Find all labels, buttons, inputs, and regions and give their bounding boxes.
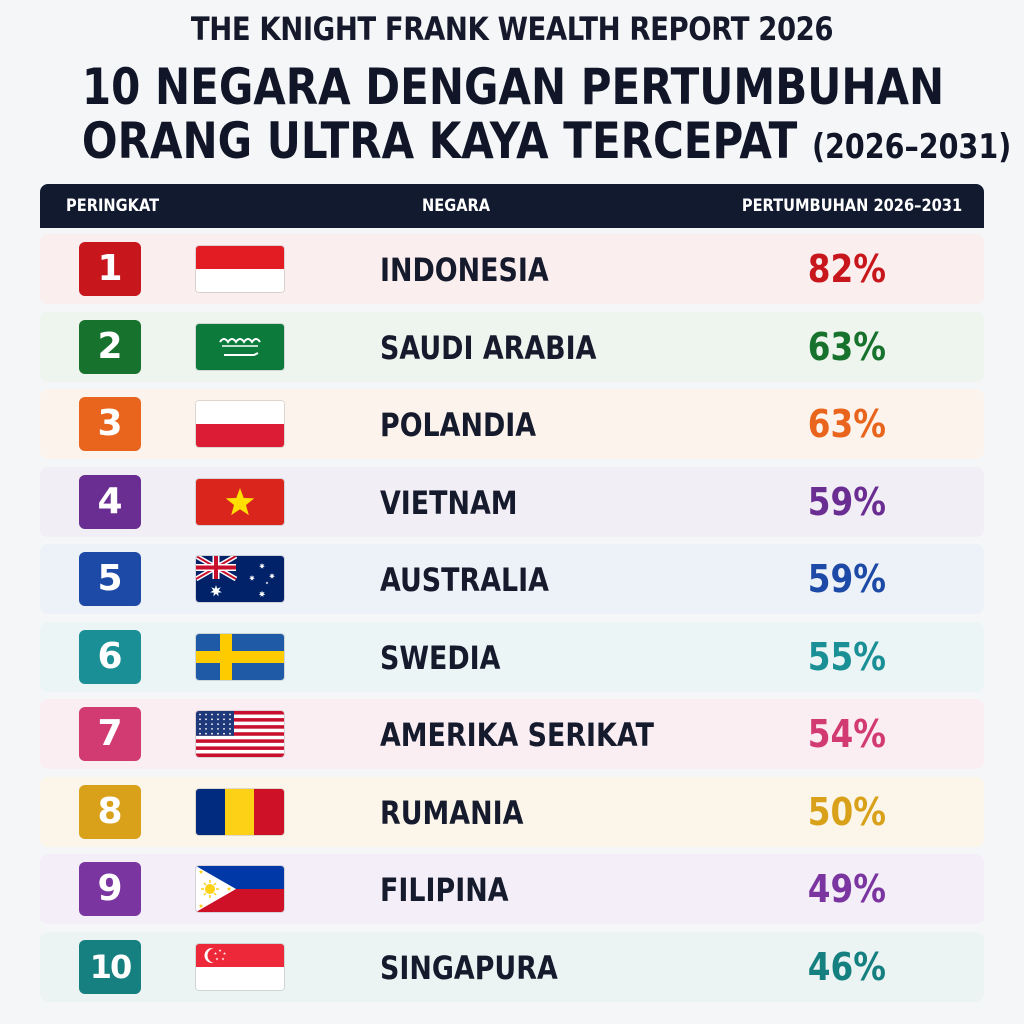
report-title: THE KNIGHT FRANK WEALTH REPORT 2026 — [190, 10, 834, 48]
column-header-country: NEGARA — [422, 196, 491, 216]
country-name: SINGAPURA — [380, 948, 558, 987]
sweden-flag-icon — [196, 633, 284, 680]
saudi-arabia-flag-icon — [196, 323, 284, 370]
usa-flag-icon — [196, 711, 284, 757]
growth-value: 59% — [807, 557, 886, 601]
rank-badge: 4 — [79, 474, 141, 529]
rank-badge: 10 — [79, 939, 141, 994]
country-name: SWEDIA — [380, 638, 501, 677]
rank-badge: 6 — [79, 629, 141, 684]
country-name: AUSTRALIA — [380, 561, 549, 599]
growth-value: 63% — [807, 402, 886, 446]
country-name: AMERIKA SERIKAT — [380, 716, 654, 754]
country-name: FILIPINA — [380, 871, 509, 909]
table-header: PERINGKAT NEGARA PERTUMBUHAN 2026–2031 — [40, 184, 984, 228]
headline-period: (2026–2031) — [811, 127, 1012, 167]
table-row: 3 POLANDIA 63% — [40, 389, 984, 459]
rank-badge: 1 — [79, 242, 141, 296]
country-name: RUMANIA — [380, 793, 524, 832]
vietnam-flag-icon — [196, 478, 284, 525]
growth-value: 82% — [807, 247, 886, 291]
growth-value: 54% — [807, 712, 886, 756]
country-name: SAUDI ARABIA — [380, 328, 597, 367]
philippines-flag-icon — [196, 866, 284, 912]
table-row: 6 SWEDIA 55% — [40, 621, 984, 692]
headline-line-1: 10 NEGARA DENGAN PERTUMBUHAN — [81, 58, 945, 116]
growth-value: 55% — [807, 634, 886, 679]
headline-line-2: ORANG ULTRA KAYA TERCEPAT (2026–2031) — [81, 112, 1011, 170]
singapore-flag-icon — [196, 943, 284, 990]
table-row: 2 SAUDI ARABIA 63% — [40, 311, 984, 382]
rank-badge: 8 — [79, 784, 141, 839]
column-header-rank: PERINGKAT — [66, 196, 160, 216]
table-row: 5 AUSTRALIA 59% — [40, 544, 984, 614]
rank-badge: 9 — [79, 862, 141, 916]
table-row: 9 FILIPINA 49% — [40, 854, 984, 924]
poland-flag-icon — [196, 401, 284, 447]
growth-value: 63% — [807, 324, 886, 369]
indonesia-flag-icon — [196, 246, 284, 292]
romania-flag-icon — [196, 788, 284, 835]
growth-value: 46% — [807, 944, 886, 989]
rank-badge: 2 — [79, 319, 141, 374]
country-name: INDONESIA — [380, 251, 549, 289]
table-row: 1 INDONESIA 82% — [40, 234, 984, 304]
rank-badge: 3 — [79, 397, 141, 451]
rank-badge: 5 — [79, 552, 141, 606]
australia-flag-icon — [196, 556, 284, 602]
headline-line-2-text: ORANG ULTRA KAYA TERCEPAT — [81, 112, 798, 170]
growth-value: 49% — [807, 867, 886, 911]
table-row: 4 VIETNAM 59% — [40, 466, 984, 537]
table-row: 10 SINGAPURA 46% — [40, 931, 984, 1002]
country-name: VIETNAM — [380, 483, 518, 522]
column-header-growth: PERTUMBUHAN 2026–2031 — [741, 196, 962, 216]
table-row: 8 RUMANIA 50% — [40, 776, 984, 847]
country-name: POLANDIA — [380, 406, 537, 444]
growth-value: 50% — [807, 789, 886, 834]
growth-value: 59% — [807, 479, 886, 524]
table-row: 7 AMERIKA SERIKAT 54% — [40, 699, 984, 769]
rank-badge: 7 — [79, 707, 141, 761]
